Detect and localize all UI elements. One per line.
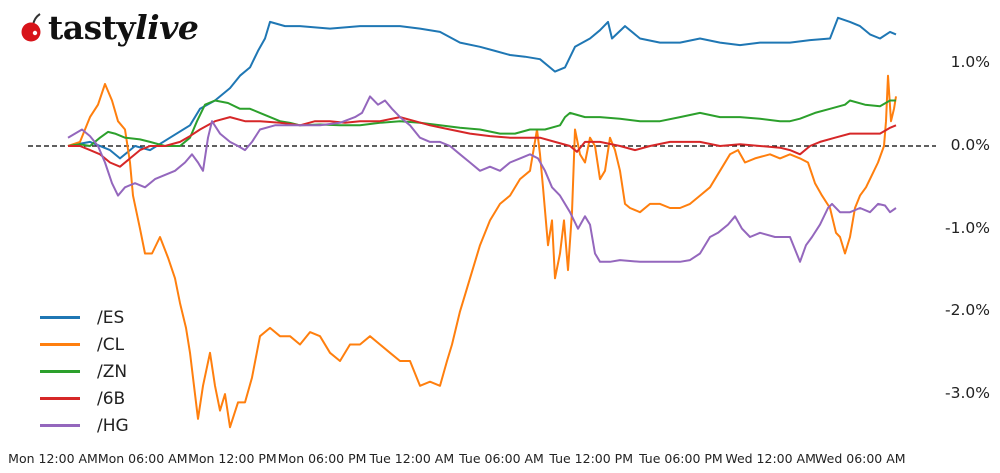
legend-item: /CL bbox=[40, 331, 129, 358]
x-tick-label: Tue 12:00 PM bbox=[549, 451, 634, 466]
x-tick-label: Tue 06:00 AM bbox=[459, 451, 544, 466]
y-tick-label: -2.0% bbox=[945, 301, 990, 320]
legend-item: /HG bbox=[40, 412, 129, 439]
y-tick-label: -1.0% bbox=[945, 218, 990, 237]
x-tick-label: Mon 12:00 AM bbox=[8, 451, 98, 466]
series-line-zn bbox=[67, 99, 896, 147]
x-tick-label: Tue 12:00 AM bbox=[369, 451, 455, 466]
y-tick-label: 0.0% bbox=[950, 136, 990, 154]
legend-label: /ES bbox=[97, 307, 125, 328]
x-tick-label: Tue 06:00 PM bbox=[639, 451, 723, 466]
tastylive-logo: tastylive bbox=[18, 8, 199, 48]
legend-swatch bbox=[40, 343, 80, 346]
legend-label: /ZN bbox=[97, 361, 128, 382]
legend-label: /6B bbox=[97, 388, 126, 409]
legend-swatch bbox=[40, 397, 80, 400]
cherry-icon bbox=[21, 13, 41, 42]
legend-item: /6B bbox=[40, 385, 129, 412]
y-tick-label: -3.0% bbox=[945, 384, 990, 403]
legend-swatch bbox=[40, 316, 80, 319]
chart-legend: /ES/CL/ZN/6B/HG bbox=[40, 304, 129, 439]
x-tick-label: Wed 06:00 AM bbox=[815, 451, 906, 466]
series-line-hg bbox=[67, 95, 897, 263]
y-tick-label: 1.0% bbox=[950, 53, 990, 72]
brand-text: tastylive bbox=[48, 8, 199, 47]
legend-swatch bbox=[40, 424, 80, 427]
x-tick-label: Mon 12:00 PM bbox=[188, 451, 277, 466]
legend-label: /HG bbox=[97, 415, 129, 436]
series-line-cl bbox=[67, 74, 897, 429]
x-tick-label: Mon 06:00 PM bbox=[277, 451, 367, 466]
x-tick-label: Wed 12:00 AM bbox=[725, 451, 816, 466]
x-tick-label: Mon 06:00 AM bbox=[97, 451, 188, 466]
legend-item: /ES bbox=[40, 304, 129, 331]
legend-label: /CL bbox=[97, 334, 125, 355]
series-line-es bbox=[67, 16, 897, 160]
legend-item: /ZN bbox=[40, 358, 129, 385]
series-line-6b bbox=[68, 116, 897, 168]
series-lines bbox=[67, 16, 897, 429]
legend-swatch bbox=[40, 370, 80, 373]
